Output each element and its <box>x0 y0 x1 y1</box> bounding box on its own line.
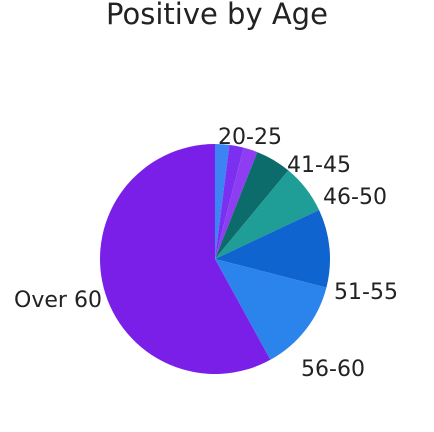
slice-label-51-55: 51-55 <box>334 280 398 305</box>
chart-title: Positive by Age <box>106 0 328 31</box>
pie-slice-51-55 <box>215 210 331 288</box>
pie-slice-41-45 <box>215 152 289 259</box>
pie-slice-unlabeled-1 <box>215 144 244 259</box>
slice-label-56-60: 56-60 <box>301 357 365 382</box>
pie-slice-46-50 <box>215 170 320 259</box>
pie-slice-unlabeled-2 <box>215 147 258 259</box>
slice-label-20-25: 20-25 <box>218 125 282 150</box>
pie-slice-20-25 <box>215 144 230 259</box>
pie-slice-56-60 <box>215 259 327 360</box>
pie-slice-over-60 <box>100 144 271 374</box>
slice-label-over-60: Over 60 <box>14 288 102 313</box>
pie-slices <box>100 144 331 374</box>
slice-label-41-45: 41-45 <box>287 153 351 178</box>
slice-label-46-50: 46-50 <box>323 185 387 210</box>
